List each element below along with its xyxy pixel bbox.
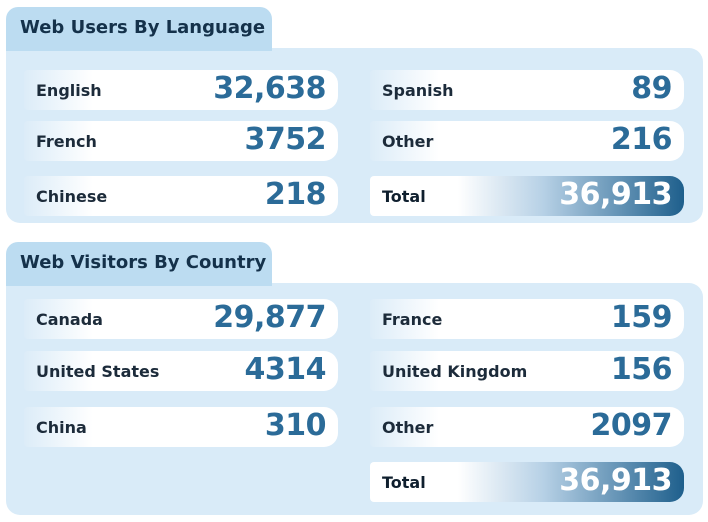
country-row-other: Other 2097: [370, 407, 684, 447]
row-value: 32,638: [213, 71, 326, 106]
row-value: 4314: [244, 352, 327, 387]
country-total-row: Total 36,913: [370, 462, 684, 502]
row-value: 3752: [244, 122, 327, 157]
language-row-chinese: Chinese 218: [24, 176, 338, 216]
country-row-united-states: United States 4314: [24, 351, 338, 391]
total-value: 36,913: [559, 463, 672, 498]
language-panel: English 32,638 French 3752 Chinese 218 S…: [6, 48, 703, 223]
row-label: Spanish: [382, 81, 454, 100]
country-row-china: China 310: [24, 407, 338, 447]
language-row-spanish: Spanish 89: [370, 70, 684, 110]
language-section-title: Web Users By Language: [6, 7, 272, 51]
row-label: French: [36, 132, 97, 151]
country-section-title: Web Visitors By Country: [6, 242, 272, 286]
language-section: Web Users By Language English 32,638 Fre…: [6, 7, 703, 223]
country-row-united-kingdom: United Kingdom 156: [370, 351, 684, 391]
country-section: Web Visitors By Country Canada 29,877 Un…: [6, 242, 703, 517]
row-value: 216: [610, 122, 673, 157]
row-label: Canada: [36, 310, 103, 329]
row-label: France: [382, 310, 443, 329]
country-row-france: France 159: [370, 299, 684, 339]
row-value: 159: [610, 300, 673, 335]
row-value: 89: [631, 71, 672, 106]
row-value: 218: [264, 177, 327, 212]
country-panel: Canada 29,877 United States 4314 China 3…: [6, 283, 703, 515]
row-label: China: [36, 418, 87, 437]
row-label: Chinese: [36, 187, 108, 206]
language-row-english: English 32,638: [24, 70, 338, 110]
language-row-french: French 3752: [24, 121, 338, 161]
language-total-row: Total 36,913: [370, 176, 684, 216]
country-row-canada: Canada 29,877: [24, 299, 338, 339]
total-label: Total: [382, 187, 426, 206]
row-label: English: [36, 81, 102, 100]
row-value: 29,877: [213, 300, 326, 335]
total-value: 36,913: [559, 177, 672, 212]
row-value: 2097: [590, 408, 673, 443]
row-label: Other: [382, 418, 434, 437]
row-label: United States: [36, 362, 160, 381]
row-label: United Kingdom: [382, 362, 528, 381]
language-row-other: Other 216: [370, 121, 684, 161]
row-label: Other: [382, 132, 434, 151]
row-value: 156: [610, 352, 673, 387]
row-value: 310: [264, 408, 327, 443]
total-label: Total: [382, 473, 426, 492]
